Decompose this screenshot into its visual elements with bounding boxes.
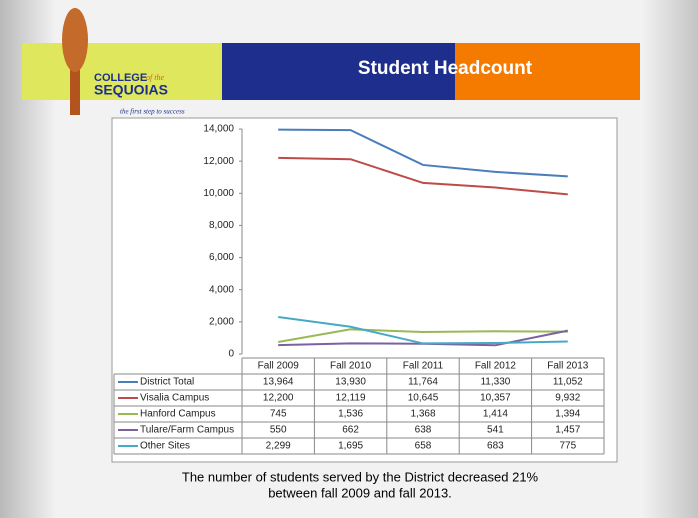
- table-value: 662: [342, 425, 359, 436]
- x-tick-label: Fall 2010: [330, 361, 372, 372]
- table-value: 1,695: [338, 441, 363, 452]
- series-line: [278, 156, 568, 196]
- table-value: 775: [559, 441, 576, 452]
- table-value: 12,119: [336, 393, 366, 404]
- y-tick-label: 12,000: [203, 156, 234, 167]
- table-value: 9,932: [555, 393, 580, 404]
- caption: The number of students served by the Dis…: [182, 469, 539, 484]
- table-value: 13,930: [335, 377, 366, 388]
- table-value: 745: [270, 409, 287, 420]
- table-value: 1,394: [555, 409, 580, 420]
- legend-label: Visalia Campus: [140, 393, 209, 404]
- legend-label: Tulare/Farm Campus: [140, 425, 234, 436]
- y-tick-label: 0: [228, 349, 234, 360]
- y-tick-label: 10,000: [203, 188, 234, 199]
- tagline: the first step to success: [120, 108, 185, 116]
- table-value: 12,200: [263, 393, 294, 404]
- y-tick-label: 2,000: [209, 316, 234, 327]
- table-value: 1,457: [555, 425, 580, 436]
- caption: between fall 2009 and fall 2013.: [268, 485, 452, 500]
- legend-label: District Total: [140, 377, 194, 388]
- legend-label: Hanford Campus: [140, 409, 216, 420]
- table-value: 11,330: [480, 377, 510, 388]
- table-value: 11,764: [408, 377, 438, 388]
- logo-college: COLLEGE: [94, 72, 147, 84]
- chart-frame: [111, 117, 618, 463]
- x-tick-label: Fall 2011: [403, 361, 444, 372]
- table-value: 683: [487, 441, 504, 452]
- table-value: 638: [415, 425, 432, 436]
- series-line: [278, 328, 568, 344]
- logo-band: [22, 43, 222, 100]
- logo-tree-crown: [62, 8, 88, 72]
- table-value: 1,414: [483, 409, 508, 420]
- title-band: [222, 43, 455, 100]
- y-tick-label: 8,000: [209, 220, 234, 231]
- series-line: [278, 316, 568, 345]
- table-value: 1,536: [338, 409, 363, 420]
- logo-of-the: of the: [146, 73, 164, 82]
- table-value: 550: [270, 425, 287, 436]
- table-value: 2,299: [266, 441, 291, 452]
- table-value: 13,964: [263, 377, 294, 388]
- table-value: 11,052: [553, 377, 583, 388]
- logo-sequoias: SEQUOIAS: [94, 82, 168, 98]
- legend-label: Other Sites: [140, 441, 190, 452]
- table-value: 10,645: [408, 393, 439, 404]
- title-band-accent: [455, 43, 640, 100]
- y-tick-label: 4,000: [209, 284, 234, 295]
- chart-title: Student Headcount: [358, 58, 533, 79]
- x-tick-label: Fall 2009: [258, 361, 300, 372]
- x-tick-label: Fall 2013: [547, 361, 589, 372]
- plot: 0 2,000 4,000 6,000 8,000 10,000 12,000 14,000 F…: [113, 124, 605, 455]
- table-value: 10,357: [480, 393, 511, 404]
- series-line: [278, 128, 568, 178]
- table-value: 541: [487, 425, 504, 436]
- table-value: 658: [415, 441, 432, 452]
- y-tick-label: 14,000: [203, 124, 234, 135]
- table-value: 1,368: [410, 409, 435, 420]
- y-tick-label: 6,000: [209, 252, 234, 263]
- x-tick-label: Fall 2012: [475, 361, 517, 372]
